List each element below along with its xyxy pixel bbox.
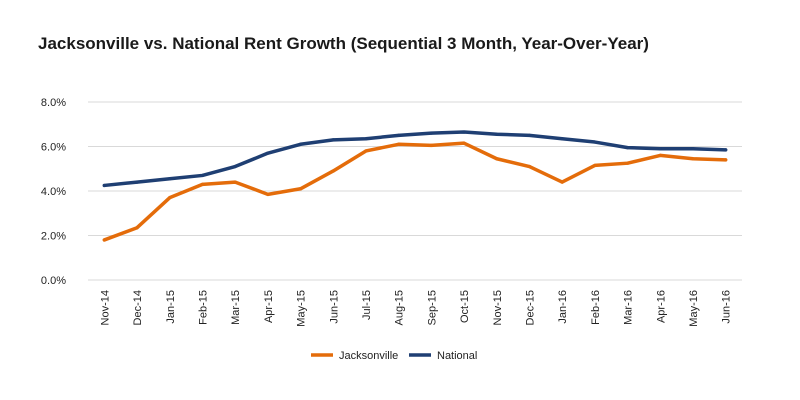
data-point-jacksonville	[593, 163, 597, 168]
x-tick-label: May-16	[688, 290, 700, 327]
data-point-national	[462, 130, 466, 134]
y-tick-label: 4.0%	[41, 186, 66, 198]
data-point-jacksonville	[560, 180, 564, 184]
chart-title: Jacksonville vs. National Rent Growth (S…	[38, 34, 649, 53]
x-tick-label: May-15	[296, 290, 308, 327]
data-point-national	[135, 180, 139, 184]
legend-label-jacksonville: Jacksonville	[339, 350, 398, 362]
data-point-jacksonville	[200, 182, 205, 186]
data-point-jacksonville	[331, 169, 335, 173]
data-point-national	[560, 137, 564, 141]
data-point-jacksonville	[724, 158, 728, 162]
data-point-jacksonville	[298, 187, 303, 191]
x-tick-label: Nov-14	[99, 290, 111, 325]
data-point-national	[495, 132, 499, 136]
x-tick-label: Aug-15	[394, 290, 406, 325]
data-point-national	[724, 148, 728, 152]
x-axis: Nov-14 Dec-14 Jan-15 Feb-15 Mar-15 Apr-15 May-…	[99, 290, 732, 327]
data-point-jacksonville	[135, 226, 139, 230]
data-point-jacksonville	[462, 141, 466, 145]
data-point-jacksonville	[495, 157, 499, 161]
legend: Jacksonville National	[311, 350, 477, 362]
data-point-national	[691, 147, 695, 151]
data-point-jacksonville	[397, 142, 401, 146]
data-point-national	[200, 173, 205, 178]
data-point-national	[298, 142, 303, 146]
data-point-national	[102, 183, 106, 188]
data-point-jacksonville	[429, 143, 433, 147]
data-point-national	[266, 151, 270, 155]
x-tick-label: Jun-15	[328, 290, 340, 324]
y-tick-label: 2.0%	[41, 231, 66, 243]
y-tick-label: 8.0%	[41, 97, 66, 109]
data-point-jacksonville	[527, 164, 532, 169]
data-point-national	[168, 177, 172, 181]
x-tick-label: Sep-15	[426, 290, 438, 325]
x-tick-label: Feb-15	[197, 290, 209, 325]
x-tick-label: Oct-15	[459, 290, 471, 323]
y-axis: 0.0% 2.0% 4.0% 6.0% 8.0%	[41, 97, 66, 287]
data-point-national	[429, 131, 433, 135]
data-point-jacksonville	[102, 238, 106, 242]
data-point-national	[233, 164, 237, 169]
x-tick-label: Jan-16	[557, 290, 569, 324]
series-lines	[102, 130, 728, 242]
data-point-national	[331, 138, 335, 142]
data-point-national	[593, 140, 597, 144]
data-point-jacksonville	[691, 157, 695, 161]
x-tick-label: Jun-16	[721, 290, 733, 324]
x-tick-label: Mar-15	[230, 290, 242, 325]
x-tick-label: Apr-16	[655, 290, 667, 323]
data-point-national	[527, 133, 532, 137]
data-point-jacksonville	[266, 192, 270, 196]
data-point-jacksonville	[364, 149, 368, 153]
x-tick-label: Apr-15	[263, 290, 275, 323]
data-point-national	[625, 146, 630, 150]
series-line-jacksonville	[102, 141, 728, 242]
y-tick-label: 6.0%	[41, 142, 66, 154]
x-tick-label: Jul-15	[361, 290, 373, 320]
data-point-national	[658, 147, 662, 151]
data-point-national	[364, 137, 368, 141]
series-line-national	[102, 130, 728, 188]
x-tick-label: Feb-16	[590, 290, 602, 325]
y-tick-label: 0.0%	[41, 275, 66, 287]
data-point-national	[397, 133, 401, 137]
data-point-jacksonville	[658, 153, 662, 157]
data-point-jacksonville	[625, 161, 630, 165]
data-point-jacksonville	[233, 180, 237, 184]
legend-label-national: National	[437, 350, 477, 362]
x-tick-label: Dec-15	[524, 290, 536, 325]
x-tick-label: Jan-15	[165, 290, 177, 324]
x-tick-label: Nov-15	[492, 290, 504, 325]
x-tick-label: Mar-16	[623, 290, 635, 325]
data-point-jacksonville	[168, 196, 172, 200]
x-tick-label: Dec-14	[132, 290, 144, 325]
